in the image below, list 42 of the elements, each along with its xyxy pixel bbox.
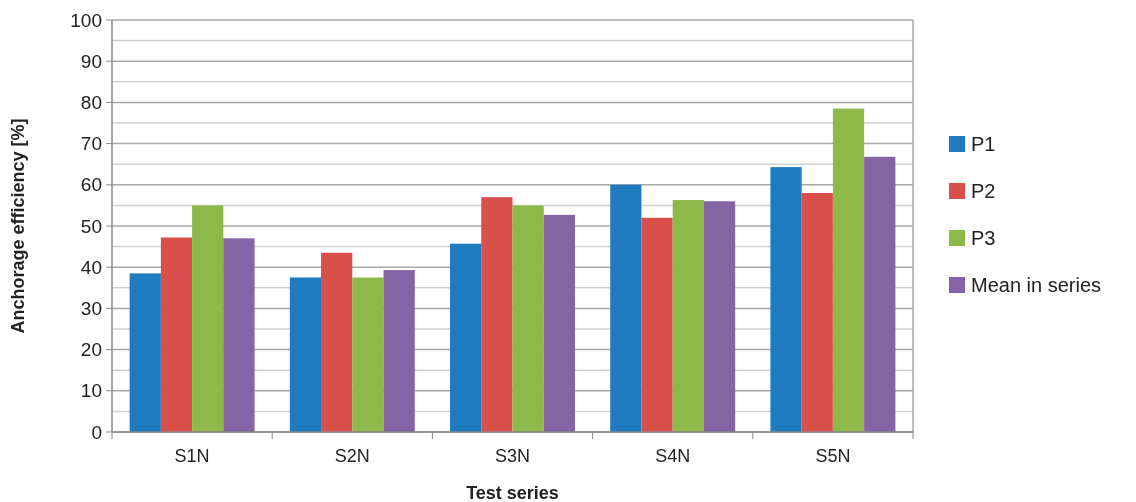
y-tick-label: 0: [91, 421, 102, 443]
bar: [223, 238, 255, 432]
x-tick-label: S2N: [334, 446, 370, 466]
y-tick-label: 70: [80, 133, 102, 155]
y-tick-label: 10: [80, 380, 102, 402]
bar: [450, 243, 482, 432]
bar: [672, 200, 704, 432]
bar: [352, 277, 384, 432]
y-tick-label: 80: [80, 92, 102, 114]
y-tick-label: 50: [80, 215, 102, 237]
x-axis-title: Test series: [466, 483, 559, 502]
bar: [610, 184, 642, 432]
x-tick-label: S4N: [655, 446, 691, 466]
legend-label: P1: [971, 133, 996, 155]
legend-label: Mean in series: [971, 274, 1102, 296]
bar: [832, 108, 865, 432]
bar: [770, 167, 802, 432]
x-tick-label: S3N: [494, 446, 531, 466]
bar: [864, 156, 896, 432]
bar: [321, 252, 353, 432]
y-tick-label: 90: [80, 50, 102, 72]
bar: [160, 237, 193, 432]
bar: [801, 193, 833, 432]
bar: [543, 214, 575, 432]
bar: [481, 197, 513, 432]
bar: [129, 273, 161, 432]
x-tick-label: S5N: [815, 446, 851, 466]
bar: [192, 205, 224, 432]
x-tick-label: S1N: [174, 446, 210, 466]
y-tick-label: 20: [80, 339, 102, 361]
legend-label: P3: [971, 227, 996, 249]
bar: [641, 217, 673, 432]
legend-label: P2: [971, 180, 996, 202]
y-tick-label: 30: [80, 298, 102, 320]
y-tick-label: 100: [70, 9, 102, 31]
y-axis-title: Anchorage efficiency [%]: [8, 118, 28, 334]
y-tick-label: 60: [80, 174, 102, 196]
bar: [289, 277, 322, 432]
bar: [512, 205, 544, 432]
bar: [383, 270, 415, 432]
y-tick-label: 40: [80, 256, 102, 278]
bar: [703, 201, 736, 432]
